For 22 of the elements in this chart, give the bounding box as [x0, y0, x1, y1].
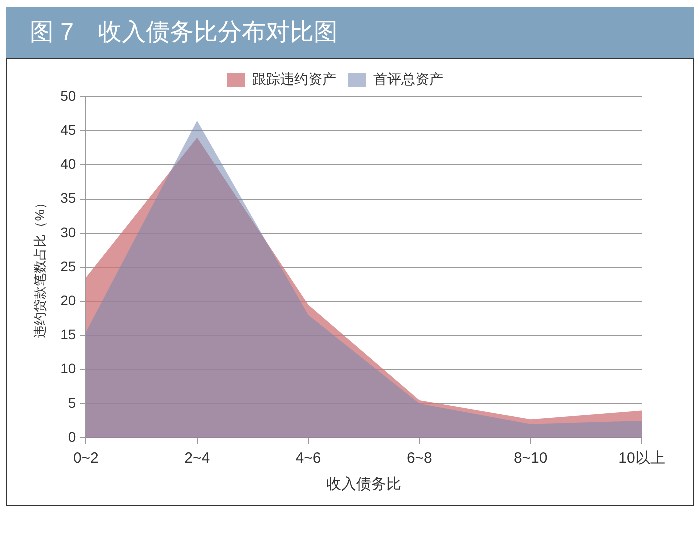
- x-tick-label: 8~10: [514, 450, 548, 468]
- y-tick-label: 35: [60, 190, 76, 206]
- y-tick-label: 30: [60, 224, 76, 240]
- y-tick-label: 20: [60, 292, 76, 308]
- y-tick-label: 45: [60, 122, 76, 138]
- y-tick-label: 5: [68, 394, 76, 411]
- x-tick-label: 10以上: [618, 450, 666, 468]
- y-tick-label: 40: [60, 156, 76, 172]
- y-tick-label: 50: [60, 88, 76, 104]
- legend-label: 跟踪违约资产: [252, 70, 336, 87]
- x-tick-label: 4~6: [296, 450, 322, 468]
- chart-title: 图 7 收入债务比分布对比图: [30, 19, 338, 46]
- legend-label: 首评总资产: [374, 70, 444, 87]
- x-tick-label: 0~2: [73, 450, 99, 468]
- x-axis-title: 收入债务比: [326, 476, 402, 494]
- x-tick-label: 2~4: [184, 450, 210, 468]
- x-tick-label: 6~8: [406, 450, 432, 468]
- y-tick-label: 0: [68, 428, 76, 445]
- y-tick-label: 10: [60, 360, 76, 377]
- y-tick-label: 25: [60, 258, 76, 274]
- y-axis-title: 违约贷款笔数占比（%）: [32, 196, 48, 338]
- y-tick-label: 15: [60, 326, 76, 343]
